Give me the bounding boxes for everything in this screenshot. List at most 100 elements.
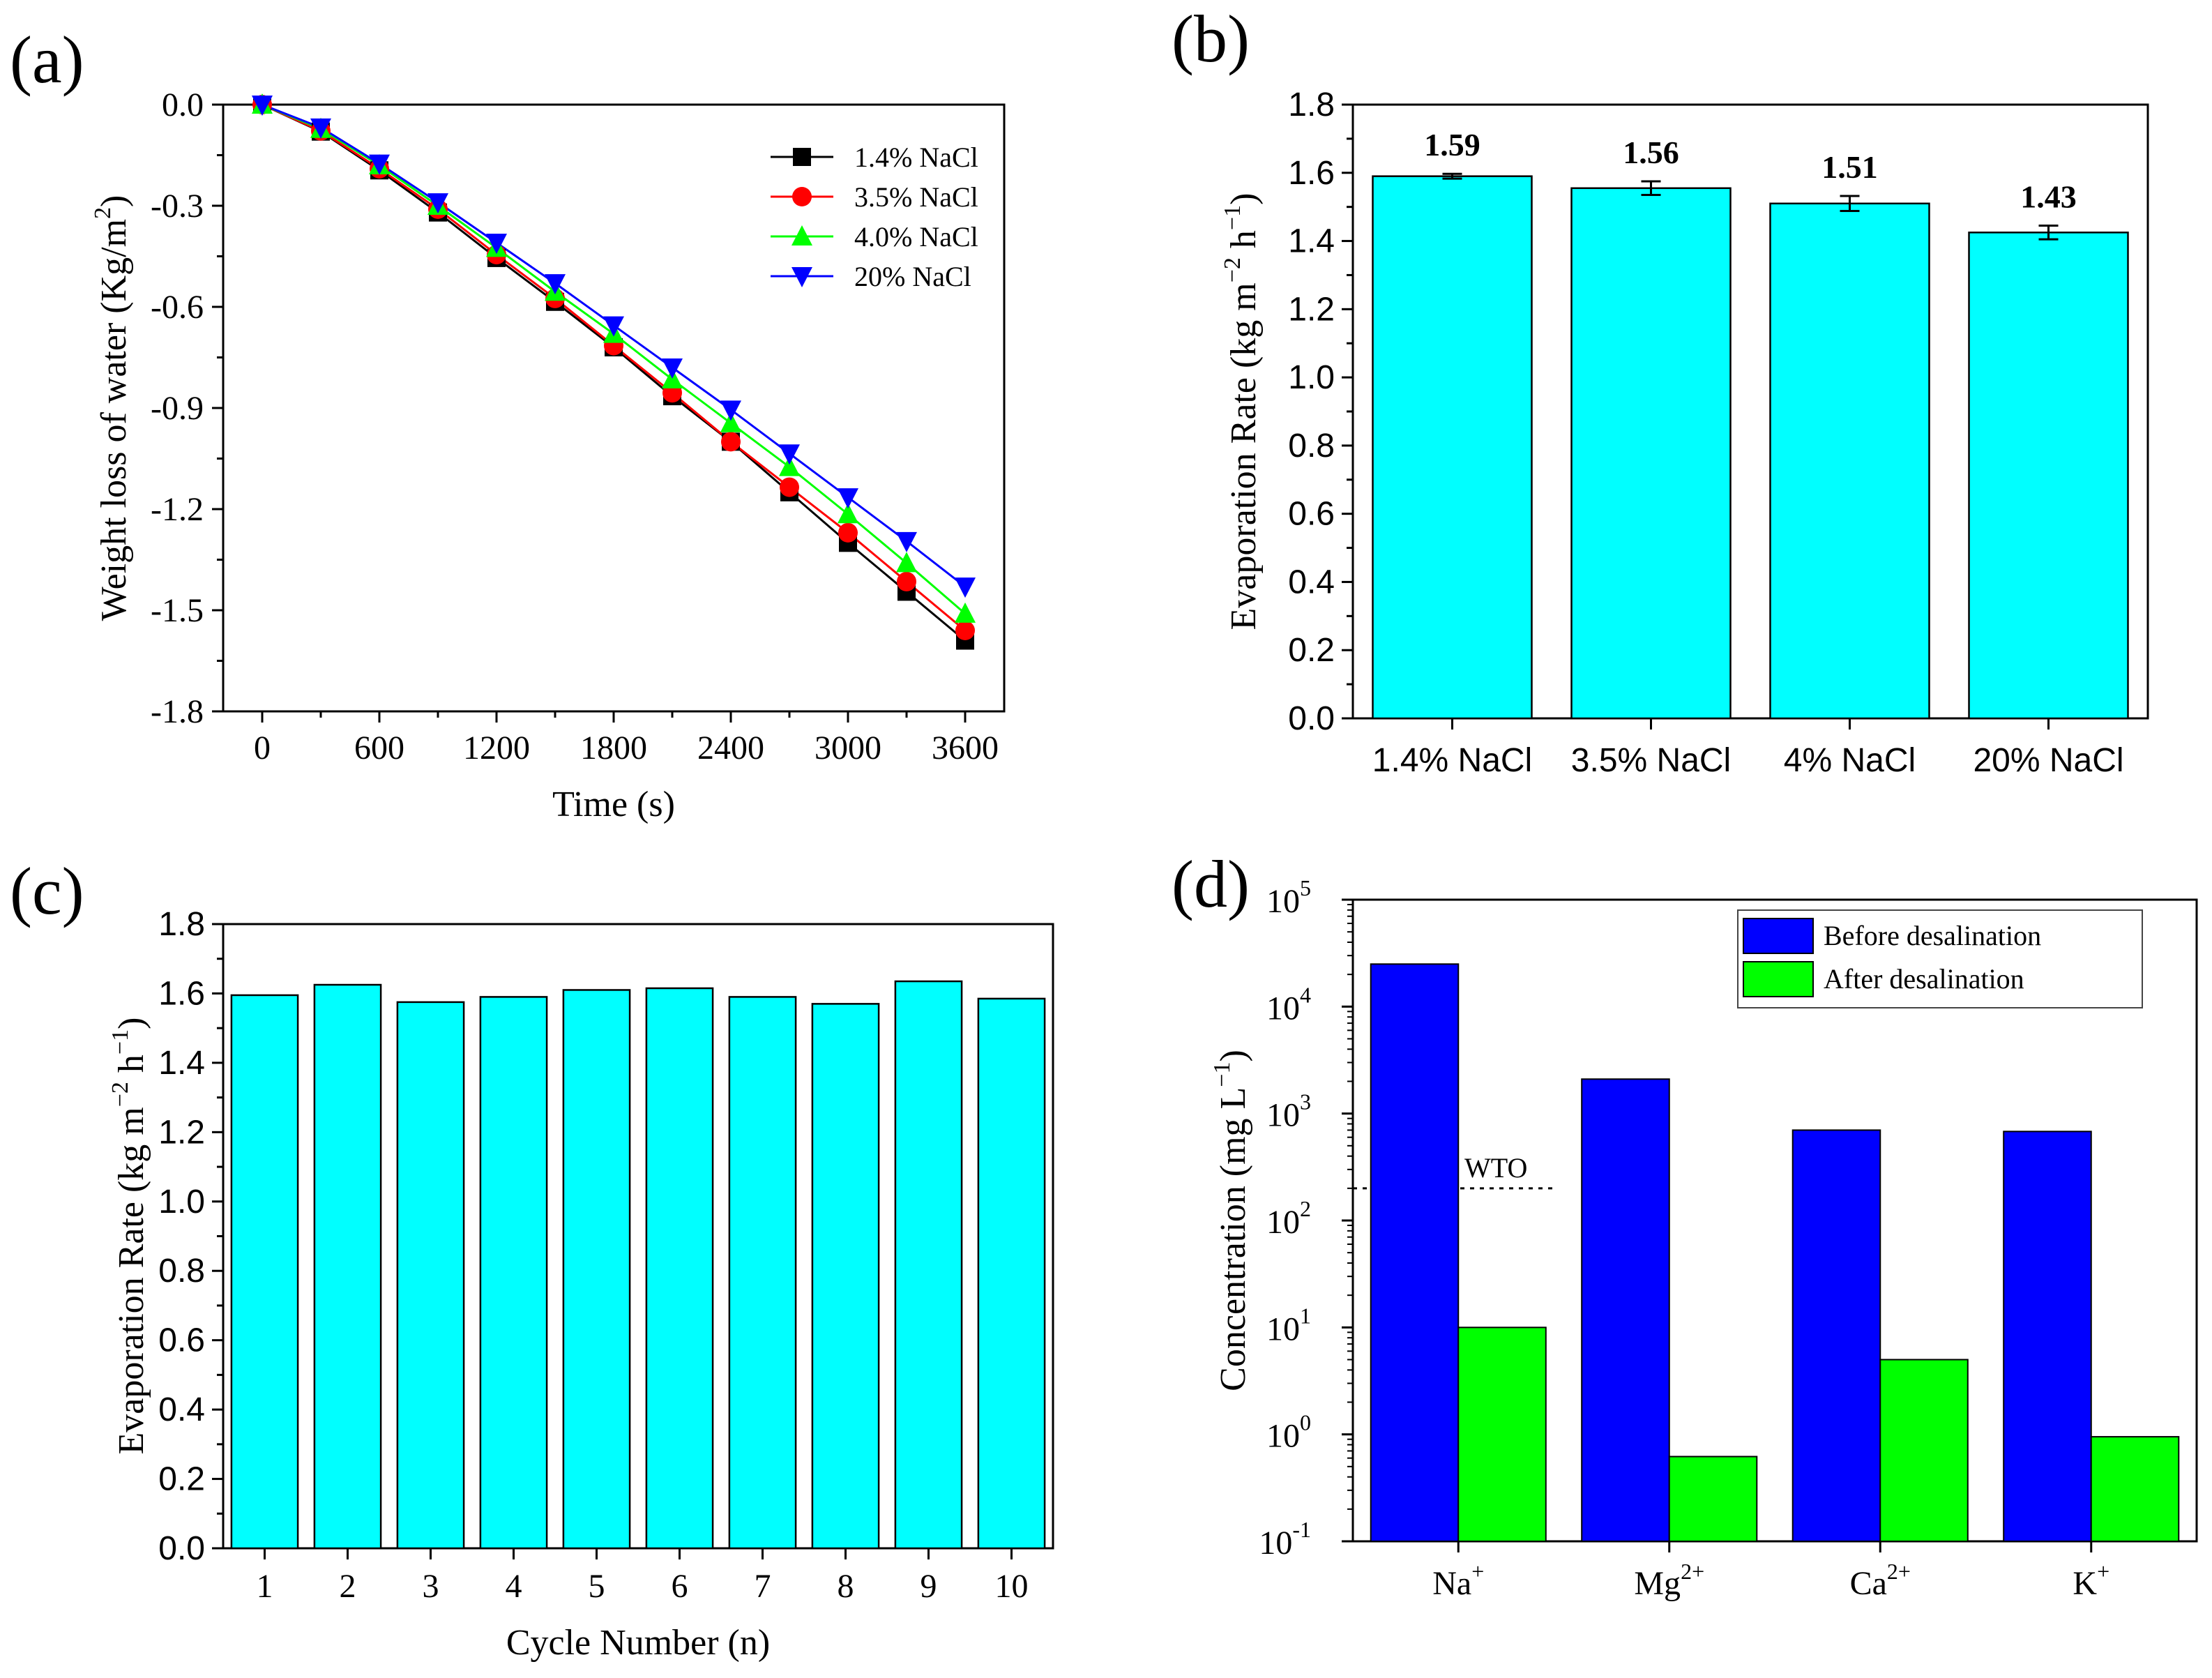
chart-c-ylabel-mid: h [112,1055,151,1082]
chart-a-point-s4 [779,444,800,465]
chart-b-ytick-label: 1.2 [1288,291,1335,328]
chart-b-ylabel-mid: h [1224,230,1264,257]
chart-c-ytick-label: 0.2 [158,1461,205,1498]
chart-d-ytick-label: 101 [1266,1303,1311,1347]
chart-a-xtick-label: 600 [354,730,404,766]
chart-a-point-s4 [896,531,917,552]
chart-a-point-s3 [720,411,741,432]
chart-a-legend-marker [791,267,812,287]
chart-b-ylabel-main: Evaporation Rate (kg m [1224,282,1264,630]
chart-b-xtick-label: 3.5% NaCl [1571,742,1731,779]
chart-c-xtick-label: 6 [672,1568,688,1605]
chart-b-xtick-label: 20% NaCl [1973,742,2123,779]
chart-d-legend-label: Before desalination [1824,920,2041,951]
chart-d-legend-label: After desalination [1824,963,2024,995]
chart-d-ytick-label-base: 10 [1266,990,1300,1027]
chart-c-xtick-label: 4 [506,1568,522,1605]
chart-c-bar [562,989,631,1550]
chart-c-ytick-label: 0.8 [158,1253,205,1290]
chart-d-ylabel-close: ) [1213,1050,1253,1061]
panel-label-d: (d) [1172,847,1250,921]
chart-d-legend-swatch [1743,961,1814,997]
chart-d-xtick-label: K+ [2073,1559,2109,1602]
chart-a-ylabel-sup: 2 [90,207,116,219]
chart-d-ytick-label-exp: 0 [1300,1410,1311,1435]
chart-d-xtick-label: Ca2+ [1850,1559,1911,1602]
chart-a-point-s2 [838,522,858,543]
chart-b-bar [1570,187,1732,720]
chart-d-bar-after [2090,1436,2180,1542]
chart-a-ylabel-main: Weight loss of water (Kg/m [94,219,134,621]
chart-b-ytick-label: 0.6 [1288,496,1335,533]
chart-c-xtick-label: 7 [755,1568,771,1605]
chart-d-wto-label: WTO [1464,1152,1527,1184]
chart-a-point-s3 [779,455,800,476]
chart-c-ytick-label: 1.4 [158,1045,205,1082]
chart-a-xtick-label: 1800 [580,730,647,766]
chart-b-ylabel-sup2: −1 [1220,205,1245,230]
chart-a-point-s4 [955,577,976,598]
chart-a-point-s2 [897,571,916,591]
chart-a-xtick-label: 3600 [932,730,999,766]
chart-c-xtick-label: 3 [423,1568,439,1605]
chart-c-ylabel-sup1: −2 [107,1082,133,1107]
chart-a-xtick-label: 3000 [815,730,881,766]
chart-c-bar [894,980,963,1550]
chart-b-ytick-label: 0.0 [1288,700,1335,737]
chart-c-bar [728,996,797,1550]
chart-c-xtick-label: 2 [340,1568,356,1605]
chart-d-ytick-label-exp: 2 [1300,1196,1311,1221]
chart-c-xtick-label: 9 [921,1568,937,1605]
chart-d-xtick-label-sup: + [2097,1559,2109,1584]
chart-b-ytick-label: 0.8 [1288,428,1335,464]
chart-d-ytick-label-exp: 3 [1300,1089,1311,1114]
chart-d-xtick-label-base: Na [1432,1565,1471,1602]
chart-d-bar-after [1668,1456,1758,1543]
chart-d-ylabel-sup: −1 [1209,1062,1235,1087]
chart-a-xtick-label: 1200 [463,730,530,766]
chart-d-xtick-label-sup: 2+ [1887,1559,1911,1584]
chart-a-ytick-label: -0.9 [151,390,204,427]
chart-d-ytick-label-base: 10 [1266,1310,1300,1347]
chart-c-xlabel: Cycle Number (n) [506,1623,770,1663]
chart-c-xtick-label: 5 [589,1568,605,1605]
chart-b-ytick-label: 0.4 [1288,564,1335,600]
panel-label-b: (b) [1172,1,1250,76]
chart-a-legend-marker [791,225,812,245]
chart-c-bar [977,997,1046,1550]
chart-a-point-s3 [838,503,858,524]
chart-d-ytick-label-exp: 5 [1300,875,1311,900]
chart-d-ytick-label-base: 10 [1266,1418,1300,1455]
chart-c-ytick-label: 0.0 [158,1530,205,1567]
panel-label-c: (c) [10,854,84,928]
chart-c-bar [479,996,548,1550]
chart-c-bar [313,983,382,1550]
chart-a-legend-label: 3.5% NaCl [854,181,978,213]
chart-a-point-s2 [780,477,799,497]
chart-d-xtick-label-base: Mg [1634,1565,1681,1602]
chart-b-ytick-label: 1.6 [1288,155,1335,192]
chart-a-ytick-label: -1.5 [151,592,204,629]
chart-c-xtick-label: 1 [257,1568,273,1605]
chart-d-ytick-label-exp: 1 [1300,1303,1311,1328]
chart-c-ytick-label: 1.0 [158,1184,205,1220]
chart-d-xtick-label: Mg2+ [1634,1559,1704,1602]
chart-b-ylabel-close: ) [1224,193,1264,205]
panel-label-a: (a) [10,22,84,97]
chart-c-bar [645,987,714,1550]
chart-c-ylabel-sup2: −1 [107,1029,133,1055]
chart-d-bar-before [1791,1129,1881,1543]
chart-d-bar-after [1879,1359,1969,1542]
chart-a-ytick-label: 0.0 [162,86,204,123]
chart-c-ytick-label: 0.4 [158,1391,205,1428]
chart-a-point-s2 [955,621,975,640]
chart-d-ytick-label: 100 [1266,1410,1311,1455]
chart-c-ylabel: Evaporation Rate (kg m−2 h−1) [107,1018,151,1455]
chart-d-xtick-label-sup: 2+ [1681,1559,1704,1584]
chart-d-ylabel-main: Concentration (mg L [1213,1087,1253,1391]
chart-a-ytick-label: -0.3 [151,188,204,225]
chart-a-point-s4 [720,400,741,421]
chart-a-point-s4 [486,234,507,255]
chart-a-ytick-label: -1.8 [151,693,204,730]
